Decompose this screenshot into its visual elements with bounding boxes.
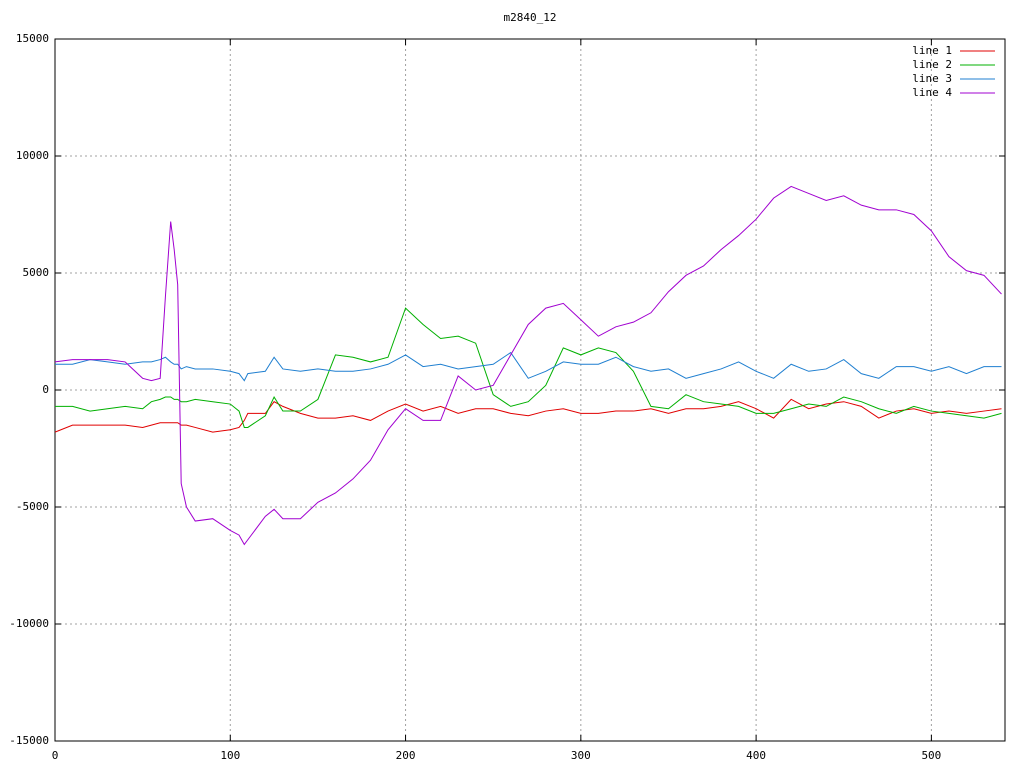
x-tick-label: 400 — [746, 749, 766, 762]
legend-label: line 2 — [912, 58, 952, 71]
x-tick-label: 300 — [571, 749, 591, 762]
series-line — [55, 351, 1002, 382]
series-line — [54, 185, 1002, 546]
y-tick-label: 10000 — [16, 149, 49, 162]
x-tick-label: 500 — [921, 749, 941, 762]
x-tick-label: 100 — [220, 749, 240, 762]
y-tick-label: -10000 — [9, 617, 49, 630]
y-tick-label: -5000 — [16, 500, 49, 513]
x-tick-label: 200 — [396, 749, 416, 762]
legend-label: line 4 — [912, 86, 952, 99]
plot-frame — [54, 38, 1006, 742]
y-tick-label: 15000 — [16, 32, 49, 45]
series-line — [55, 307, 1002, 428]
legend-label: line 1 — [912, 44, 952, 57]
y-tick-label: 5000 — [23, 266, 50, 279]
x-tick-label: 0 — [52, 749, 59, 762]
legend-label: line 3 — [912, 72, 952, 85]
series-line — [54, 398, 1002, 433]
chart-title: m2840_12 — [504, 11, 557, 24]
y-tick-label: -15000 — [9, 734, 49, 747]
y-tick-label: 0 — [42, 383, 49, 396]
